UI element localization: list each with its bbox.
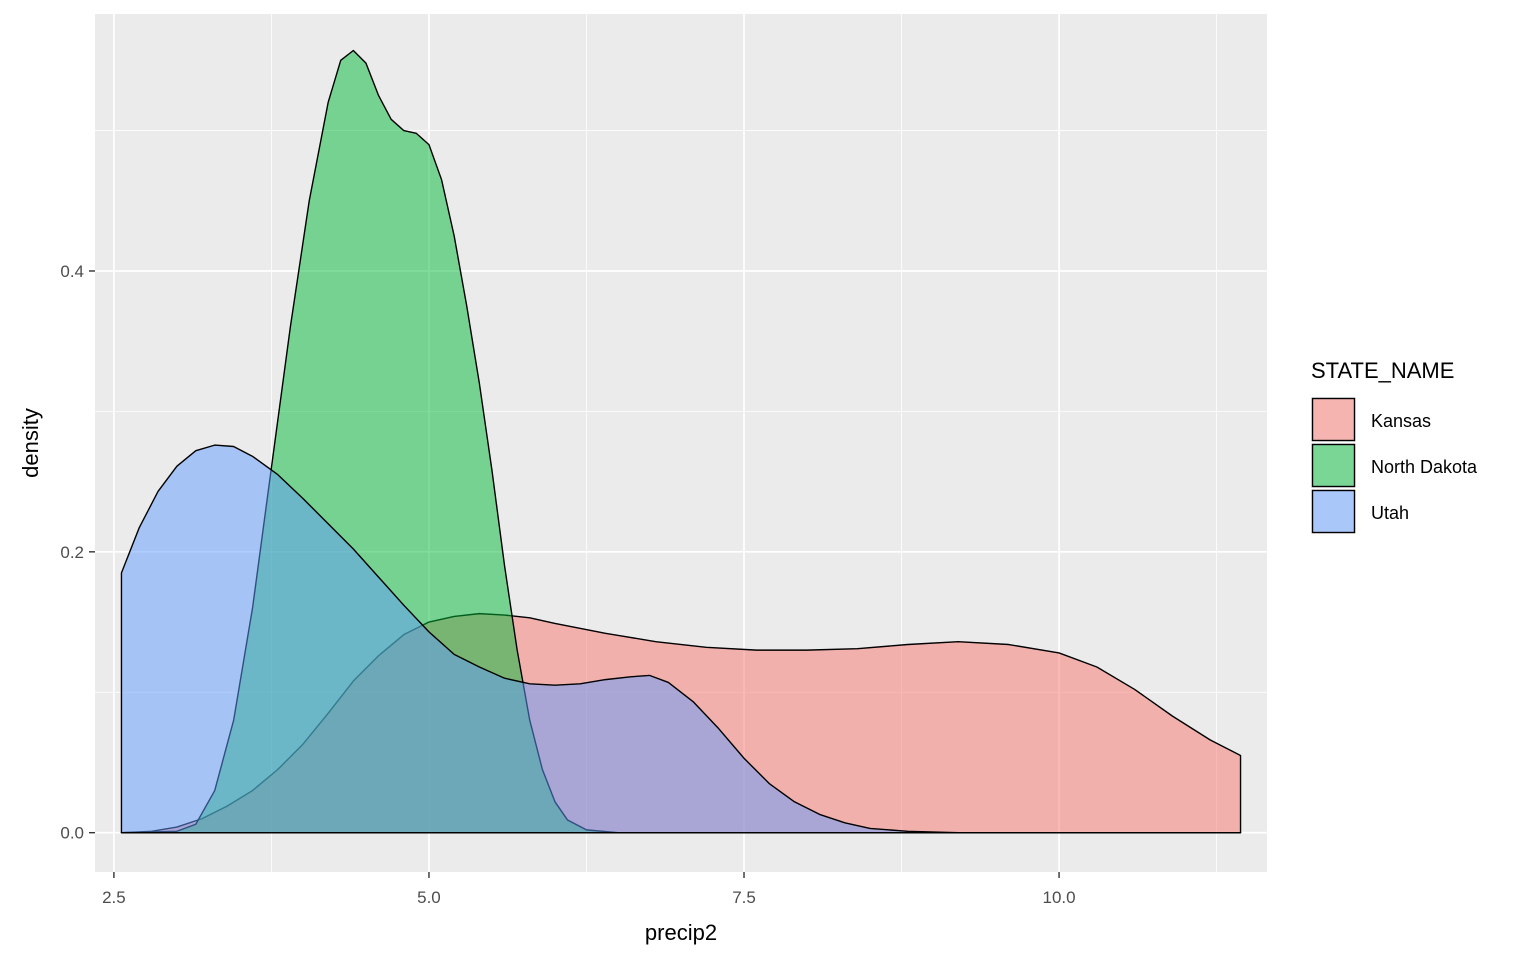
x-tick-label: 2.5 xyxy=(102,888,126,907)
y-axis: 0.0 0.2 0.4 xyxy=(60,262,95,843)
legend-label: Utah xyxy=(1371,503,1409,523)
y-tick-label: 0.2 xyxy=(60,543,84,562)
density-areas xyxy=(120,49,1242,834)
legend-title: STATE_NAME xyxy=(1311,358,1454,383)
legend-label: Kansas xyxy=(1371,411,1431,431)
legend: STATE_NAME Kansas North Dakota Utah xyxy=(1311,358,1478,534)
legend-key-north-dakota xyxy=(1311,443,1356,488)
x-axis-title: precip2 xyxy=(645,920,717,945)
minor-gridlines xyxy=(95,14,1267,872)
x-tick-label: 10.0 xyxy=(1043,888,1076,907)
legend-key-utah xyxy=(1311,489,1356,534)
legend-label: North Dakota xyxy=(1371,457,1478,477)
y-tick-label: 0.4 xyxy=(60,262,84,281)
density-area-utah xyxy=(120,444,1242,834)
x-axis: 2.5 5.0 7.5 10.0 xyxy=(102,872,1076,907)
x-tick-label: 5.0 xyxy=(417,888,441,907)
x-tick-label: 7.5 xyxy=(732,888,756,907)
y-axis-title: density xyxy=(18,408,43,478)
y-tick-label: 0.0 xyxy=(60,824,84,843)
legend-key-kansas xyxy=(1311,397,1356,442)
